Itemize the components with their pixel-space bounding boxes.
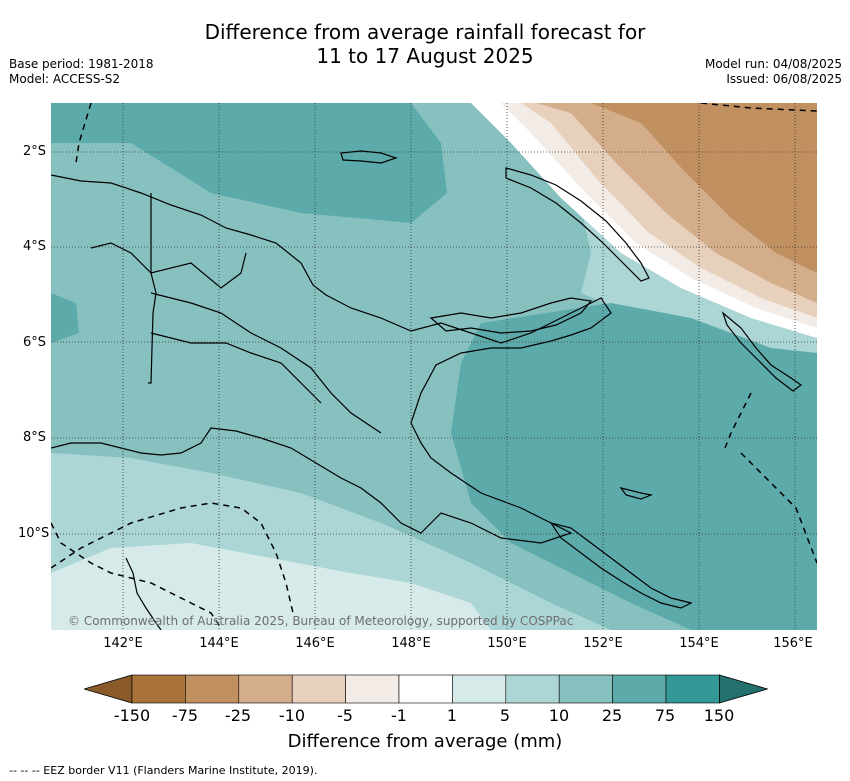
colorbar-arrow-low [84, 674, 133, 704]
colorbar-swatch [345, 674, 400, 704]
cb-tick: 1 [446, 706, 458, 725]
colorbar-swatch [398, 674, 453, 704]
band-minus-25-75 [591, 103, 817, 273]
colorbar-swatch [505, 674, 560, 704]
eez-west [75, 103, 92, 164]
new-britain-coast [429, 297, 593, 334]
eez-legend: -- -- -- EEZ border V11 (Flanders Marine… [9, 764, 318, 777]
eez-northeast [700, 103, 817, 112]
meta-left: Base period: 1981-2018 Model: ACCESS-S2 [9, 57, 154, 87]
lat-label-10s: 10°S [18, 526, 50, 541]
lon-label-148e: 148°E [391, 636, 431, 651]
cb-tick: -1 [391, 706, 407, 725]
colorbar-swatch [452, 674, 507, 704]
base-period: Base period: 1981-2018 [9, 57, 154, 71]
eez-southwest [51, 522, 222, 629]
colorbar-swatch [131, 674, 186, 704]
cb-tick: -150 [113, 706, 151, 725]
lon-label-154e: 154°E [679, 636, 719, 651]
colorbar-swatch [291, 674, 346, 704]
eez-east-1 [724, 392, 752, 449]
new-ireland-coast [505, 167, 650, 282]
band-25-75-north [51, 103, 447, 223]
cb-tick: -10 [278, 706, 306, 725]
band-25-75-southeast [451, 303, 817, 630]
lat-label-2s: 2°S [22, 144, 46, 159]
map-title: Difference from average rainfall forecas… [0, 20, 850, 68]
title-line-2: 11 to 17 August 2025 [316, 44, 534, 68]
lon-label-156e: 156°E [773, 636, 813, 651]
model-run: Model run: 04/08/2025 [704, 57, 842, 71]
band-25-75-west [51, 293, 79, 343]
lon-label-144e: 144°E [199, 636, 239, 651]
lat-label-8s: 8°S [22, 430, 46, 445]
islands-south [549, 522, 693, 609]
cb-tick: 10 [548, 706, 570, 725]
colorbar-arrow-high [719, 674, 768, 704]
png-border [148, 193, 157, 384]
rainfall-map [51, 103, 817, 630]
colorbar-swatch [238, 674, 293, 704]
cb-tick: -25 [224, 706, 252, 725]
lon-label-150e: 150°E [487, 636, 527, 651]
eez-borders [51, 103, 817, 629]
cb-tick: -75 [171, 706, 199, 725]
provinces [90, 242, 382, 434]
lon-label-152e: 152°E [583, 636, 623, 651]
meta-right: Model run: 04/08/2025 Issued: 06/08/2025 [705, 57, 842, 87]
colorbar-swatch [612, 674, 667, 704]
lon-label-142e: 142°E [103, 636, 143, 651]
issued-date: Issued: 06/08/2025 [726, 72, 842, 86]
colorbar-swatch [665, 674, 720, 704]
cb-tick: 150 [703, 706, 735, 725]
graticule [51, 103, 817, 630]
lat-label-4s: 4°S [22, 239, 46, 254]
model-name: Model: ACCESS-S2 [9, 72, 121, 86]
lon-label-146e: 146°E [295, 636, 335, 651]
eez-east-2 [740, 452, 817, 564]
manus-coast [340, 150, 398, 164]
cb-tick: 5 [499, 706, 511, 725]
lat-label-6s: 6°S [22, 335, 46, 350]
cb-tick: 25 [601, 706, 623, 725]
bougainville-coast [721, 311, 803, 392]
colorbar-swatch [558, 674, 613, 704]
colorbar [84, 674, 768, 704]
copyright-credit: © Commonwealth of Australia 2025, Bureau… [68, 614, 574, 628]
colorbar-swatch [185, 674, 240, 704]
louisiade-islands [619, 487, 654, 500]
cb-tick: -5 [337, 706, 353, 725]
cape-york-coast [125, 557, 162, 630]
colorbar-label: Difference from average (mm) [287, 731, 563, 752]
eez-south [51, 502, 294, 614]
cb-tick: 75 [654, 706, 676, 725]
title-line-1: Difference from average rainfall forecas… [204, 20, 646, 44]
band-1-5 [51, 543, 491, 630]
